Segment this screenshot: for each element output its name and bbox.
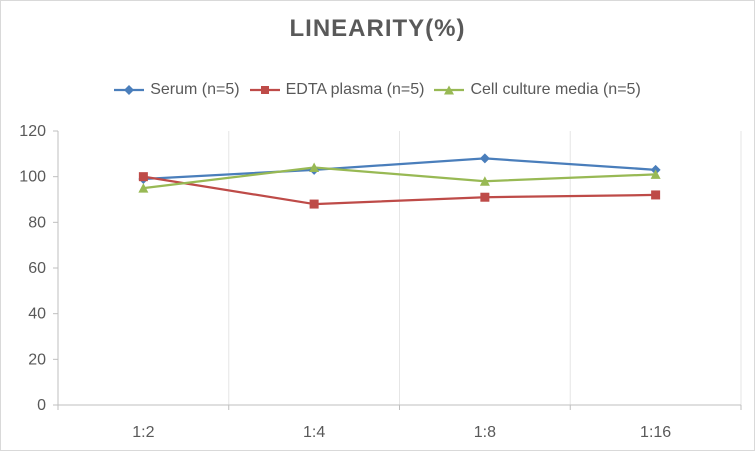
legend-swatch-cell-culture-media [434,85,465,95]
legend-label-serum: Serum (n=5) [150,81,240,98]
legend-label-edta-plasma: EDTA plasma (n=5) [285,81,425,98]
point-marker-triangle [138,183,149,193]
point-marker-diamond [479,153,490,164]
series-line-0 [143,157,656,181]
x-tick-label: 1:16 [640,424,671,441]
point-marker-square [138,172,148,182]
point-marker-triangle [309,162,320,173]
chart-title: LINEARITY(%) [289,15,466,42]
series-line-2 [143,166,656,190]
y-tick-label: 60 [28,260,46,277]
x-tick-label: 1:4 [303,424,325,441]
legend-label-cell-culture-media: Cell culture media (n=5) [470,81,641,98]
y-tick-label: 100 [19,169,46,186]
point-marker-square [651,190,661,200]
point-marker-triangle [479,176,490,186]
point-marker-square [309,199,319,209]
y-tick-label: 120 [19,123,46,140]
series-line-1 [143,175,656,206]
y-tick-label: 20 [28,351,46,368]
point-marker-square [480,192,490,202]
y-tick-label: 0 [37,397,46,414]
legend-item-serum: Serum (n=5) [114,81,240,99]
y-tick-label: 40 [28,306,46,323]
x-tick-label: 1:2 [132,424,154,441]
y-tick-label: 80 [28,214,46,231]
x-tick-label: 1:8 [474,424,496,441]
legend-item-cell-culture-media: Cell culture media (n=5) [434,81,641,99]
legend: Serum (n=5) EDTA plasma (n=5) Cell cultu… [1,81,754,99]
legend-item-edta-plasma: EDTA plasma (n=5) [249,81,425,99]
legend-swatch-serum [114,85,145,95]
point-marker-triangle [650,169,661,179]
legend-swatch-edta-plasma [249,86,280,94]
